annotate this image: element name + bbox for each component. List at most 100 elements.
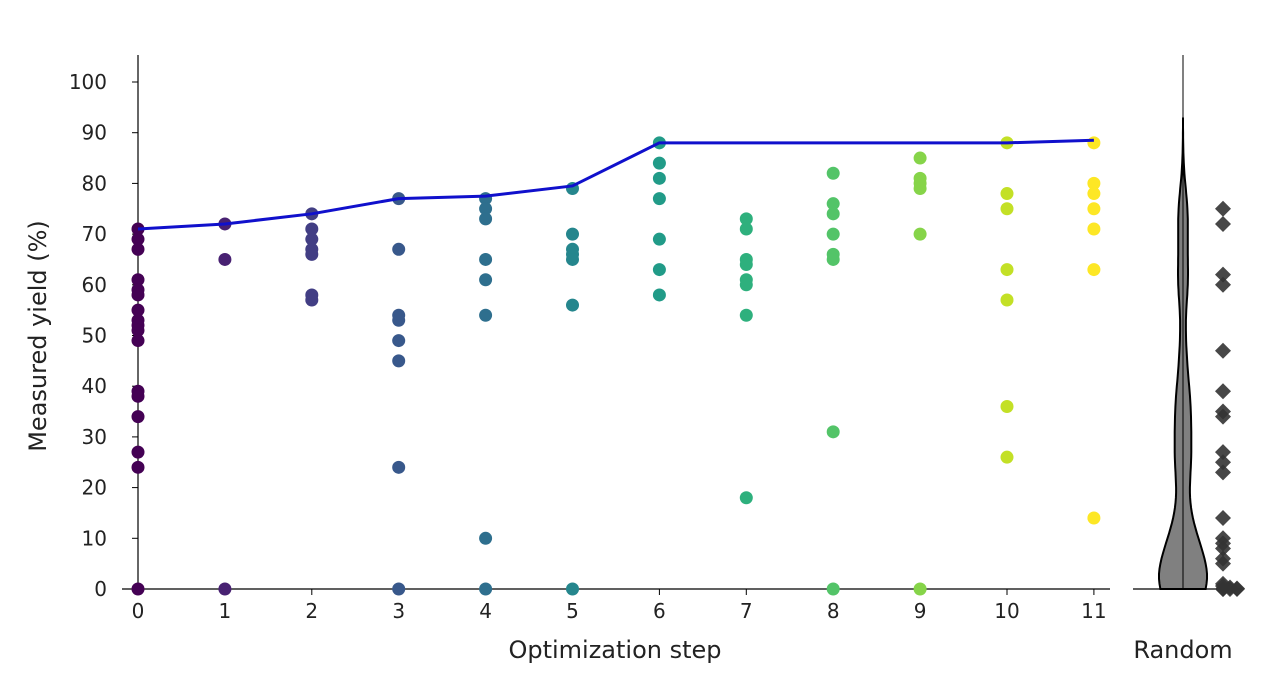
y-tick-label: 50	[82, 324, 107, 348]
x-tick-label: 10	[994, 599, 1019, 623]
data-point	[1000, 450, 1014, 464]
y-axis-label: Measured yield (%)	[24, 220, 52, 452]
data-point	[1087, 176, 1101, 190]
random-point	[1215, 215, 1231, 232]
data-point	[652, 192, 666, 206]
random-point	[1215, 383, 1231, 400]
data-point	[479, 273, 493, 287]
random-point	[1215, 510, 1231, 527]
data-point	[131, 288, 145, 302]
random-point	[1215, 581, 1231, 597]
data-point	[566, 227, 579, 241]
x-tick-label: 2	[305, 599, 318, 623]
data-point	[566, 582, 579, 596]
data-point	[826, 425, 840, 439]
data-point	[305, 293, 319, 307]
data-point	[131, 323, 145, 337]
data-point	[739, 222, 753, 236]
data-point	[566, 298, 579, 312]
data-point	[826, 582, 840, 596]
y-tick-label: 10	[82, 526, 107, 550]
data-point	[305, 222, 319, 236]
data-point	[305, 232, 319, 246]
data-point	[913, 582, 927, 596]
random-point	[1215, 266, 1231, 283]
data-point	[131, 389, 145, 403]
data-point	[826, 207, 840, 221]
data-point	[652, 263, 666, 277]
best-so-far-line	[137, 138, 1094, 231]
y-tick-label: 30	[82, 425, 107, 449]
data-point	[826, 252, 840, 266]
x-tick-label: 7	[740, 599, 753, 623]
random-point	[1215, 200, 1231, 217]
x-axis-label: Optimization step	[508, 636, 721, 664]
data-point	[739, 491, 753, 505]
data-point	[826, 227, 840, 241]
random-point	[1215, 342, 1231, 359]
data-point	[131, 334, 145, 348]
data-point	[479, 308, 493, 322]
data-point	[1000, 202, 1014, 216]
data-point	[218, 582, 232, 596]
data-point	[392, 582, 406, 596]
random-point	[1215, 444, 1231, 461]
x-tick-label: 6	[653, 599, 666, 623]
data-point	[479, 252, 493, 266]
x-tick-label: 4	[479, 599, 492, 623]
y-tick-label: 20	[82, 476, 107, 500]
data-point	[913, 227, 927, 241]
data-point	[1087, 202, 1101, 216]
random-point	[1215, 454, 1231, 471]
x-tick-label: 5	[566, 599, 579, 623]
random-panel-label: Random	[1133, 636, 1232, 664]
data-point	[1000, 293, 1014, 307]
data-point	[392, 313, 406, 327]
y-tick-label: 40	[82, 374, 107, 398]
y-tick-label: 0	[94, 577, 107, 601]
data-point	[652, 288, 666, 302]
data-point	[218, 252, 232, 266]
data-point	[1000, 263, 1014, 277]
data-point	[131, 242, 145, 256]
data-point	[305, 247, 319, 261]
x-tick-label: 0	[132, 599, 145, 623]
data-point	[566, 252, 579, 266]
data-point	[1087, 263, 1101, 277]
data-point	[392, 460, 406, 474]
data-point	[479, 212, 493, 226]
random-point	[1229, 581, 1245, 597]
data-point	[131, 582, 145, 596]
data-point	[1087, 222, 1101, 236]
data-point	[739, 212, 753, 226]
data-point	[652, 171, 666, 185]
y-tick-label: 60	[82, 273, 107, 297]
data-point	[479, 582, 493, 596]
y-tick-label: 70	[82, 222, 107, 246]
main-plot-area: 0 10 20 30 40 50 60 70 80 90 100 0 1 2 3 4 5 6 7 8 9 10 11	[69, 55, 1110, 623]
data-point	[392, 334, 406, 348]
data-point	[131, 303, 145, 317]
data-point	[1087, 136, 1101, 150]
data-point	[739, 258, 753, 272]
random-point	[1215, 464, 1231, 481]
data-point	[131, 445, 145, 459]
data-point	[479, 531, 493, 545]
y-tick-label: 90	[82, 121, 107, 145]
x-tick-label: 11	[1081, 599, 1106, 623]
data-point	[826, 197, 840, 211]
random-point	[1215, 555, 1231, 572]
data-point	[739, 278, 753, 292]
y-tick-label: 100	[69, 70, 107, 94]
data-point	[131, 410, 145, 424]
data-point	[1087, 511, 1101, 525]
data-point	[1000, 399, 1014, 413]
random-point	[1215, 540, 1231, 557]
data-point	[826, 166, 840, 180]
data-point	[652, 232, 666, 246]
y-tick-label: 80	[82, 171, 107, 195]
x-tick-label: 3	[392, 599, 405, 623]
x-tick-label: 1	[219, 599, 232, 623]
data-point	[131, 273, 145, 287]
